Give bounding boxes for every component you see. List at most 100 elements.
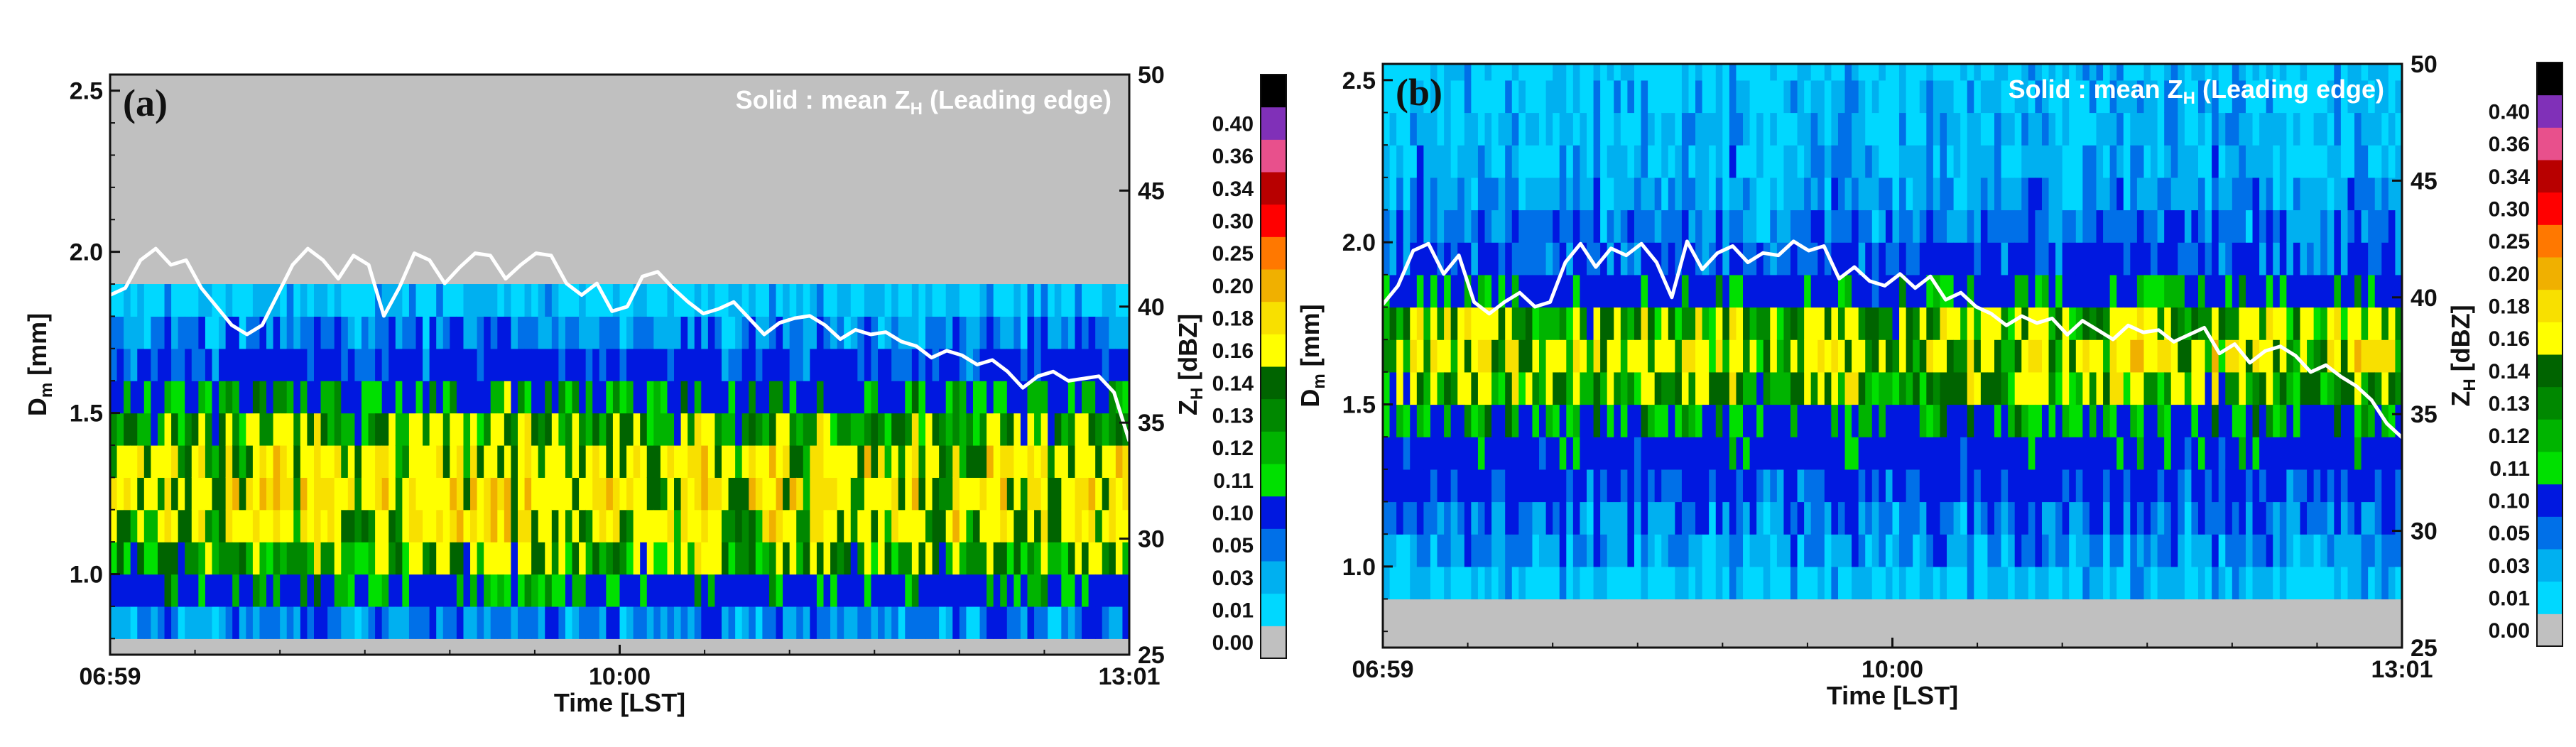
heatmap-cell xyxy=(1040,284,1048,317)
heatmap-cell xyxy=(2055,242,2063,276)
heatmap-cell xyxy=(2395,339,2402,373)
heatmap-cell xyxy=(911,348,920,381)
heatmap-cell xyxy=(1906,112,1913,146)
heatmap-cell xyxy=(2218,80,2226,114)
heatmap-cell xyxy=(1722,274,1730,308)
heatmap-cell xyxy=(1580,209,1587,243)
heatmap-cell xyxy=(1580,339,1587,373)
heatmap-cell xyxy=(816,445,825,478)
heatmap-cell xyxy=(2225,112,2233,146)
heatmap-cell xyxy=(1675,177,1683,211)
heatmap-cell xyxy=(415,542,423,575)
heatmap-cell xyxy=(1614,242,1621,276)
heatmap-cell xyxy=(1553,339,1560,373)
heatmap-cell xyxy=(1763,209,1771,243)
heatmap-cell xyxy=(551,381,559,414)
heatmap-cell xyxy=(225,348,233,381)
panel-label: (a) xyxy=(123,82,168,124)
heatmap-cell xyxy=(1810,80,1818,114)
heatmap-cell xyxy=(572,413,580,446)
heatmap-cell xyxy=(2205,566,2212,600)
heatmap-cell xyxy=(1906,339,1913,373)
heatmap-cell xyxy=(273,606,281,639)
heatmap-cell xyxy=(1756,177,1764,211)
heatmap-cell xyxy=(2273,437,2281,470)
heatmap-cell xyxy=(640,445,648,478)
heatmap-cell xyxy=(1852,404,1859,437)
heatmap-cell xyxy=(551,606,559,639)
heatmap-cell xyxy=(1681,566,1690,600)
heatmap-cell xyxy=(1614,404,1621,437)
heatmap-cell xyxy=(776,348,783,381)
heatmap-cell xyxy=(701,413,709,446)
heatmap-cell xyxy=(565,574,573,607)
heatmap-cell xyxy=(429,316,437,349)
heatmap-cell xyxy=(1000,542,1008,575)
heatmap-cell xyxy=(1627,209,1635,243)
heatmap-cell xyxy=(463,413,471,446)
heatmap-cell xyxy=(538,477,545,511)
heatmap-cell xyxy=(2178,177,2185,211)
heatmap-cell xyxy=(768,316,777,349)
heatmap-cell xyxy=(1457,339,1465,373)
heatmap-cell xyxy=(592,509,600,542)
heatmap-cell xyxy=(1879,145,1886,178)
y-right-tick-label: 30 xyxy=(2411,518,2438,545)
heatmap-cell xyxy=(1075,509,1082,542)
heatmap-cell xyxy=(1797,145,1805,178)
heatmap-cell xyxy=(1403,307,1411,340)
heatmap-cell xyxy=(1067,284,1076,317)
heatmap-cell xyxy=(2055,64,2063,81)
heatmap-cell xyxy=(830,445,838,478)
heatmap-cell xyxy=(1383,209,1391,243)
heatmap-cell xyxy=(1115,542,1124,575)
heatmap-cell xyxy=(504,606,512,639)
heatmap-cell xyxy=(327,284,335,317)
heatmap-cell xyxy=(2178,64,2185,81)
heatmap-cell xyxy=(2334,501,2342,535)
heatmap-cell xyxy=(1115,509,1124,542)
heatmap-cell xyxy=(1061,381,1069,414)
heatmap-cell xyxy=(871,381,879,414)
heatmap-cell xyxy=(1947,339,1955,373)
heatmap-cell xyxy=(1627,242,1635,276)
heatmap-cell xyxy=(185,542,192,575)
heatmap-cell xyxy=(755,509,763,542)
heatmap-cell xyxy=(857,477,865,511)
heatmap-cell xyxy=(2266,371,2273,405)
heatmap-cell xyxy=(1906,307,1913,340)
heatmap-cell xyxy=(259,542,267,575)
heatmap-cell xyxy=(728,509,736,542)
heatmap-cell xyxy=(1518,80,1526,114)
heatmap-cell xyxy=(768,477,777,511)
heatmap-cell xyxy=(667,381,675,414)
heatmap-cell xyxy=(2327,242,2335,276)
heatmap-cell xyxy=(1756,437,1764,470)
heatmap-cell xyxy=(327,348,335,381)
heatmap-cell xyxy=(1648,501,1656,535)
heatmap-cell xyxy=(2218,242,2226,276)
heatmap-cell xyxy=(2347,209,2355,243)
heatmap-cell xyxy=(1607,371,1614,405)
heatmap-cell xyxy=(1572,145,1581,178)
heatmap-cell xyxy=(1403,177,1411,211)
heatmap-cell xyxy=(361,445,369,478)
heatmap-cell xyxy=(1885,112,1893,146)
heatmap-cell xyxy=(463,381,471,414)
heatmap-cell xyxy=(2279,534,2287,567)
heatmap-cell xyxy=(2082,112,2090,146)
heatmap-cell xyxy=(2340,437,2349,470)
heatmap-cell xyxy=(599,574,607,607)
heatmap-cell xyxy=(1885,404,1893,437)
heatmap-cell xyxy=(219,381,227,414)
heatmap-cell xyxy=(2273,339,2281,373)
heatmap-cell xyxy=(2103,534,2111,567)
heatmap-cell xyxy=(1906,534,1913,567)
heatmap-cell xyxy=(1095,348,1103,381)
heatmap-cell xyxy=(2130,274,2138,308)
heatmap-cell xyxy=(497,477,505,511)
heatmap-cell xyxy=(511,348,518,381)
heatmap-cell xyxy=(2273,469,2281,503)
heatmap-cell xyxy=(1770,339,1778,373)
heatmap-cell xyxy=(2035,534,2043,567)
